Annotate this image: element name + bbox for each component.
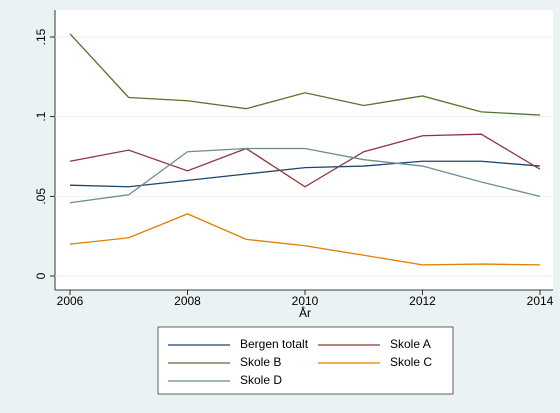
legend-label: Bergen totalt xyxy=(240,337,309,351)
series-line xyxy=(69,133,541,188)
legend xyxy=(157,326,454,395)
x-tick-label: 2010 xyxy=(292,294,319,308)
legend-label: Skole B xyxy=(240,355,281,369)
series-line xyxy=(69,33,541,116)
series-line xyxy=(69,147,541,204)
x-tick-label: 2012 xyxy=(409,294,436,308)
legend-label: Skole C xyxy=(390,355,432,369)
series-line xyxy=(69,160,541,188)
x-axis-label: År xyxy=(299,305,311,320)
x-tick-label: 2006 xyxy=(57,294,84,308)
y-tick-label: .15 xyxy=(34,28,48,45)
x-tick-label: 2014 xyxy=(527,294,554,308)
x-tick-label: 2008 xyxy=(174,294,201,308)
y-tick-label: .05 xyxy=(34,188,48,205)
series-line xyxy=(69,213,541,266)
plot-area xyxy=(55,10,553,290)
y-tick-label: .1 xyxy=(34,111,48,121)
legend-label: Skole A xyxy=(390,337,431,351)
y-tick-label: 0 xyxy=(34,272,48,279)
legend-label: Skole D xyxy=(240,373,282,387)
